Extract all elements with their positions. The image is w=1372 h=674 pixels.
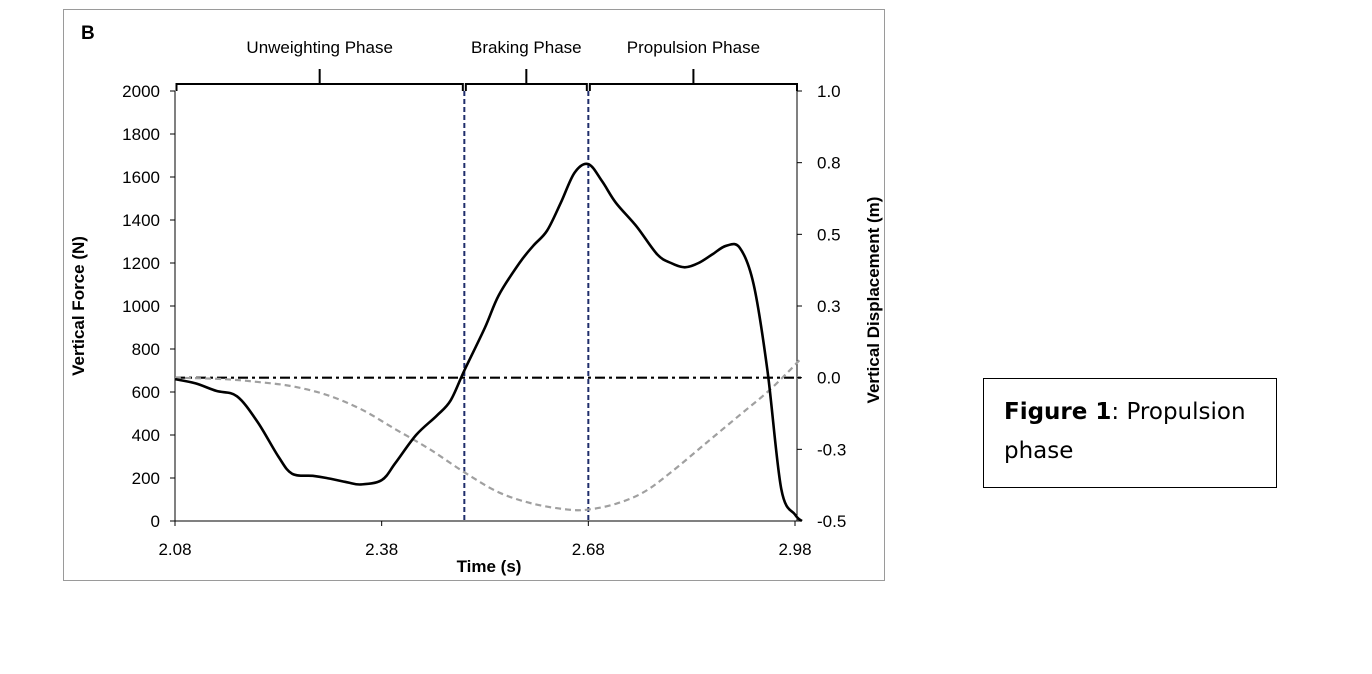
axes bbox=[174, 91, 798, 522]
right-tick-label: 1.0 bbox=[817, 82, 841, 101]
figure-panel: B Unweighting Phase Braking Phase Propulsi… bbox=[63, 9, 885, 581]
caption-text: Propulsion phase bbox=[1004, 399, 1246, 464]
right-axis-ticks: -0.5 -0.3 0.0 0.3 0.5 0.8 1.0 bbox=[797, 82, 846, 531]
right-tick-label: 0.5 bbox=[817, 225, 841, 244]
phase-label: Unweighting Phase bbox=[246, 38, 392, 57]
left-tick-label: 1800 bbox=[122, 125, 160, 144]
left-tick-label: 1200 bbox=[122, 254, 160, 273]
y-axis-right-label: Vertical Displacement (m) bbox=[864, 197, 883, 404]
series-lines bbox=[174, 162, 803, 523]
right-tick-label: 0.0 bbox=[817, 369, 841, 388]
x-axis-ticks: 2.08 2.38 2.68 2.98 bbox=[158, 521, 812, 559]
vertical-force-line bbox=[174, 162, 803, 523]
right-tick-label: -0.5 bbox=[817, 512, 846, 531]
phase-brackets: Unweighting Phase Braking Phase Propulsion… bbox=[175, 38, 798, 91]
right-tick-label: -0.3 bbox=[817, 440, 846, 459]
vertical-displacement-line bbox=[174, 356, 803, 512]
left-tick-label: 2000 bbox=[122, 82, 160, 101]
phase-boundary-lines bbox=[463, 91, 590, 521]
left-tick-label: 1600 bbox=[122, 168, 160, 187]
left-axis-ticks: 0 200 400 600 800 1000 1200 1400 1600 1800 2000 bbox=[122, 82, 175, 531]
x-axis-label: Time (s) bbox=[457, 557, 522, 576]
phase-bracket bbox=[588, 69, 798, 91]
phase-bracket bbox=[464, 69, 588, 91]
force-displacement-chart: B Unweighting Phase Braking Phase Propulsi… bbox=[69, 23, 883, 576]
left-tick-label: 400 bbox=[132, 426, 160, 445]
right-tick-label: 0.3 bbox=[817, 297, 841, 316]
left-tick-label: 1000 bbox=[122, 297, 160, 316]
phase-label: Braking Phase bbox=[471, 38, 582, 57]
caption-label: Figure 1 bbox=[1004, 399, 1112, 425]
right-tick-label: 0.8 bbox=[817, 154, 841, 173]
left-tick-label: 600 bbox=[132, 383, 160, 402]
y-axis-left-label: Vertical Force (N) bbox=[69, 236, 88, 376]
figure-caption: Figure 1: Propulsion phase bbox=[983, 378, 1277, 488]
x-tick-label: 2.98 bbox=[778, 540, 811, 559]
caption-separator: : bbox=[1111, 399, 1120, 425]
phase-bracket bbox=[175, 69, 464, 91]
panel-label: B bbox=[81, 23, 95, 44]
left-tick-label: 200 bbox=[132, 469, 160, 488]
x-tick-label: 2.38 bbox=[365, 540, 398, 559]
phase-label: Propulsion Phase bbox=[627, 38, 760, 57]
left-tick-label: 1400 bbox=[122, 211, 160, 230]
x-tick-label: 2.68 bbox=[572, 540, 605, 559]
x-tick-label: 2.08 bbox=[158, 540, 191, 559]
left-tick-label: 0 bbox=[151, 512, 160, 531]
left-tick-label: 800 bbox=[132, 340, 160, 359]
